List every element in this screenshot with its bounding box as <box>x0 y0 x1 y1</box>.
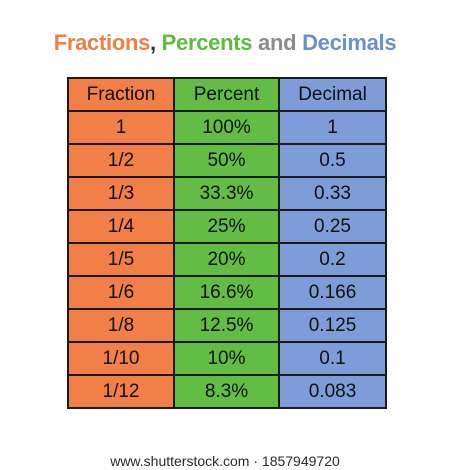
fraction-cell: 1 <box>67 110 175 145</box>
decimal-cell: 0.5 <box>278 143 387 178</box>
percent-cell: 100% <box>173 110 280 145</box>
decimal-cell: 0.1 <box>278 341 387 376</box>
title-decimals: Decimals <box>302 30 397 55</box>
decimal-cell: 0.083 <box>278 374 387 409</box>
decimal-cell: 0.25 <box>278 209 387 244</box>
percent-cell: 10% <box>173 341 280 376</box>
fraction-cell: 1/5 <box>67 242 175 277</box>
decimal-cell: 1 <box>278 110 387 145</box>
decimal-cell: 0.33 <box>278 176 387 211</box>
title-and: and <box>258 30 297 55</box>
table-row: 1 100% 1 <box>67 110 387 145</box>
percent-cell: 50% <box>173 143 280 178</box>
percent-cell: 33.3% <box>173 176 280 211</box>
table-row: 1/2 50% 0.5 <box>67 143 387 178</box>
table-row: 1/8 12.5% 0.125 <box>67 308 387 343</box>
decimal-cell: 0.166 <box>278 275 387 310</box>
fraction-cell: 1/3 <box>67 176 175 211</box>
fraction-cell: 1/2 <box>67 143 175 178</box>
percent-cell: 12.5% <box>173 308 280 343</box>
percent-cell: 20% <box>173 242 280 277</box>
header-row: Fraction Percent Decimal <box>67 77 387 112</box>
header-fraction: Fraction <box>67 77 175 112</box>
table-row: 1/4 25% 0.25 <box>67 209 387 244</box>
table-row: 1/5 20% 0.2 <box>67 242 387 277</box>
fraction-cell: 1/12 <box>67 374 175 409</box>
percent-cell: 16.6% <box>173 275 280 310</box>
header-percent: Percent <box>173 77 280 112</box>
table-row: 1/6 16.6% 0.166 <box>67 275 387 310</box>
page-title: Fractions, Percents and Decimals <box>0 30 450 56</box>
fraction-cell: 1/8 <box>67 308 175 343</box>
title-fractions: Fractions <box>53 30 151 55</box>
conversion-table: Fraction Percent Decimal 1 100% 1 1/2 50… <box>67 77 387 409</box>
fraction-cell: 1/10 <box>67 341 175 376</box>
decimal-cell: 0.2 <box>278 242 387 277</box>
percent-cell: 8.3% <box>173 374 280 409</box>
title-comma: , <box>150 30 156 55</box>
fraction-cell: 1/6 <box>67 275 175 310</box>
fraction-cell: 1/4 <box>67 209 175 244</box>
title-percents: Percents <box>161 30 253 55</box>
table-row: 1/10 10% 0.1 <box>67 341 387 376</box>
header-decimal: Decimal <box>278 77 387 112</box>
decimal-cell: 0.125 <box>278 308 387 343</box>
table-row: 1/12 8.3% 0.083 <box>67 374 387 409</box>
table-row: 1/3 33.3% 0.33 <box>67 176 387 211</box>
percent-cell: 25% <box>173 209 280 244</box>
footer-credit: www.shutterstock.com · 1857949720 <box>0 452 450 470</box>
